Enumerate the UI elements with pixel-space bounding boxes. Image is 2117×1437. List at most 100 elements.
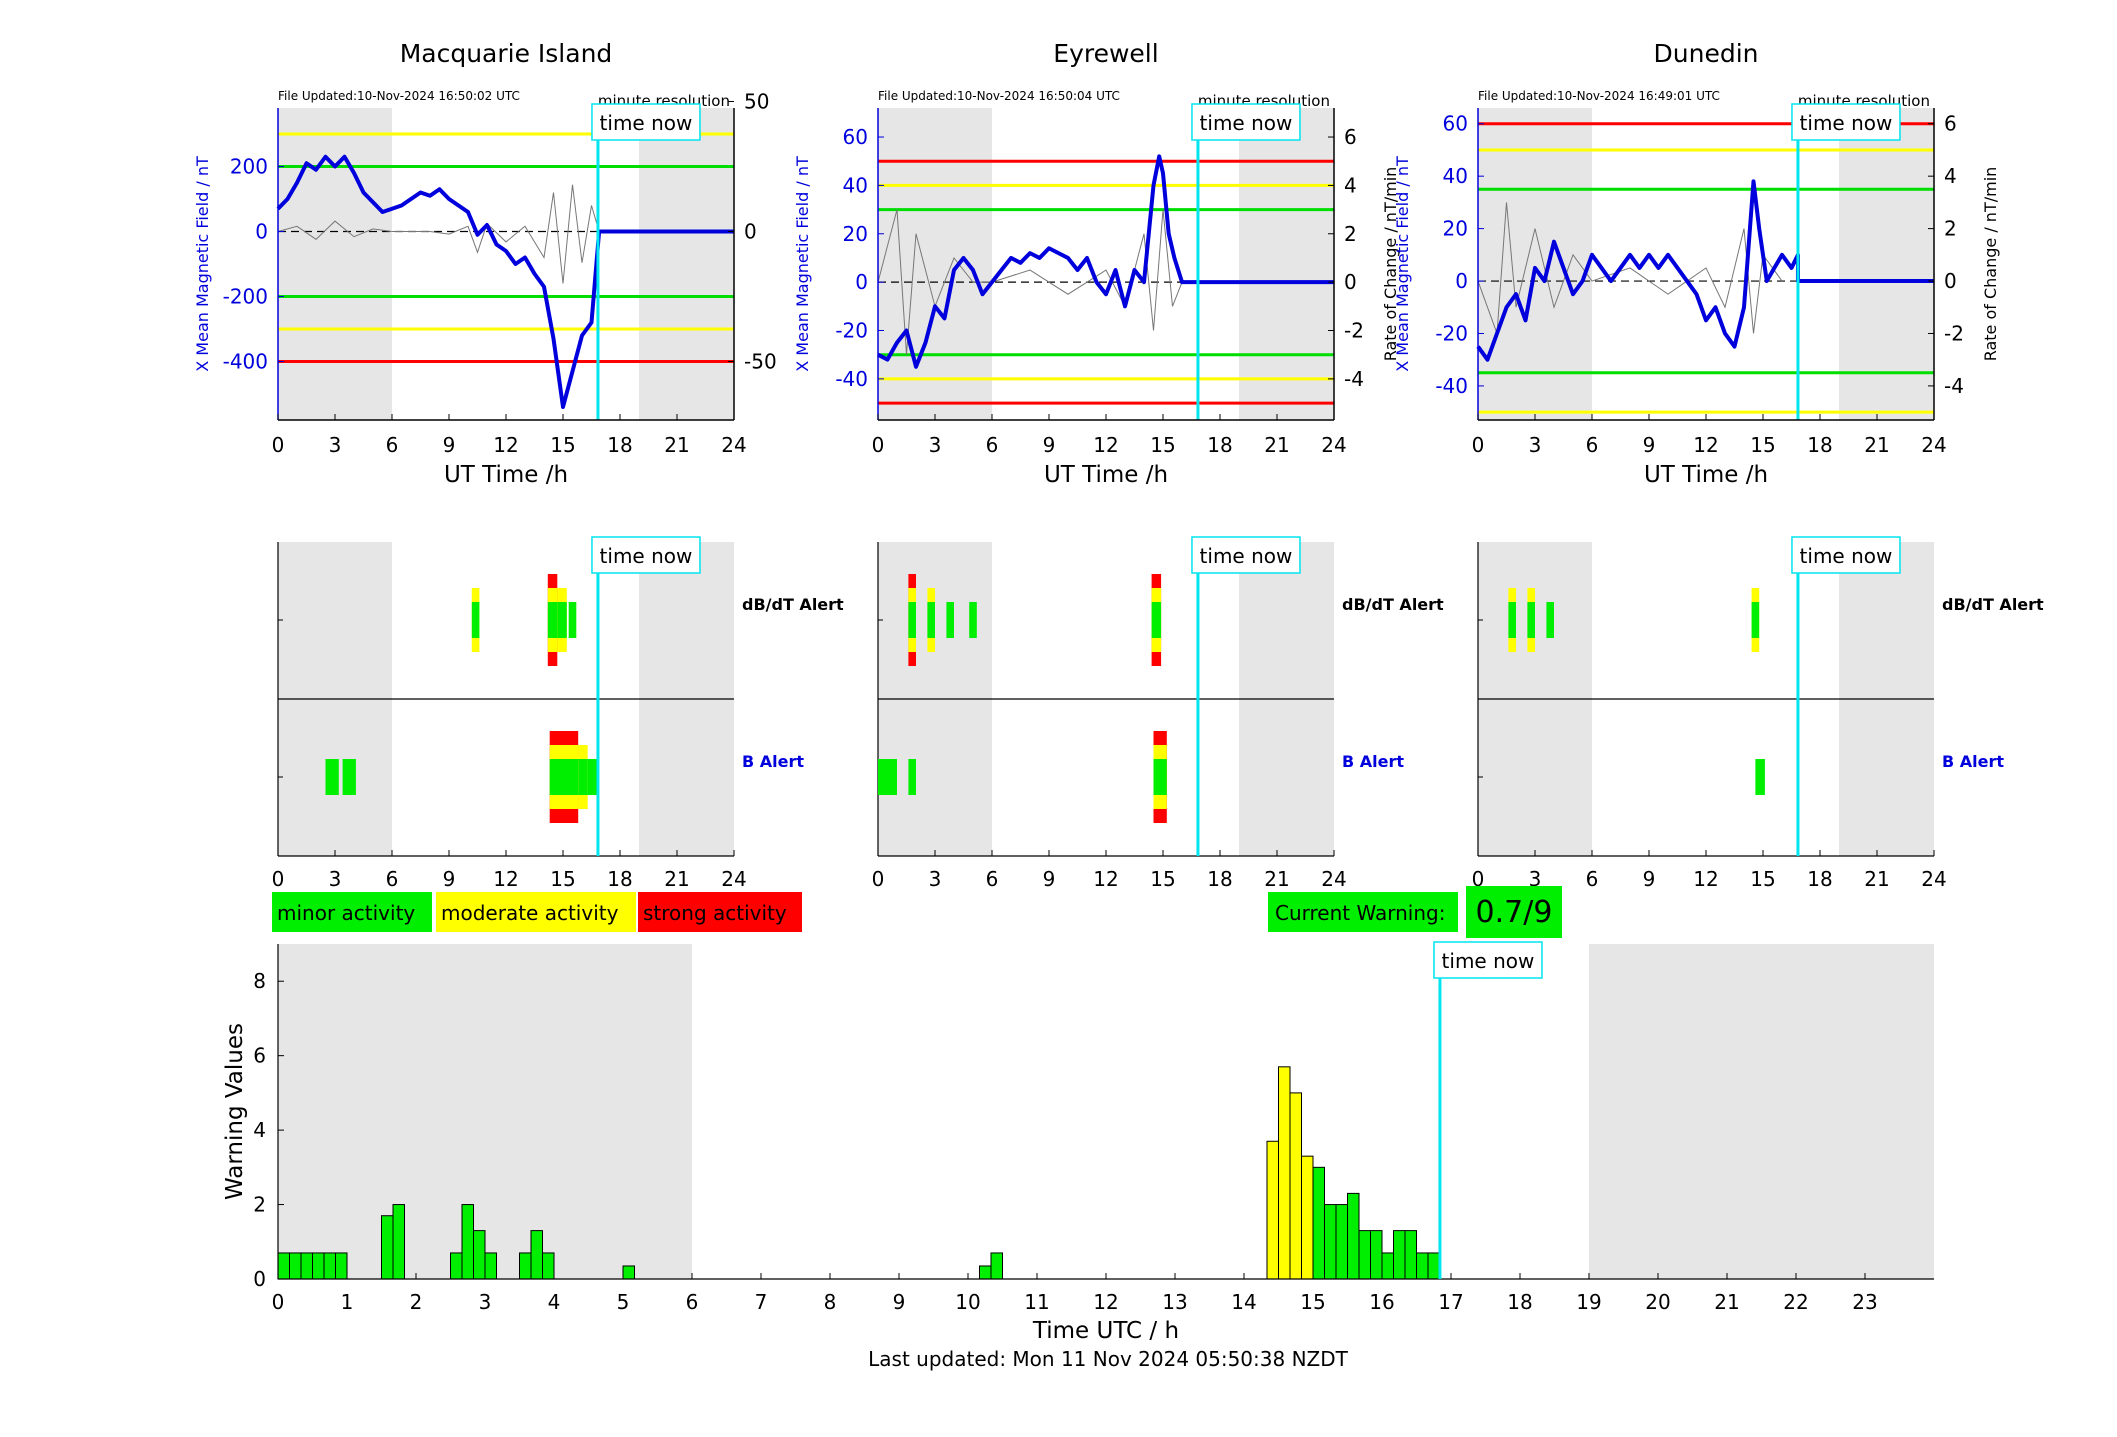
right-tick-label: -50 <box>744 350 777 374</box>
alert-x-tick-label: 0 <box>872 867 885 891</box>
warning-bar <box>472 1230 486 1280</box>
left-tick-label: 0 <box>855 270 868 294</box>
rate-of-change-series <box>877 209 1183 355</box>
x-tick-label: 9 <box>443 433 456 457</box>
current-warning-value: 0.7/9 <box>1476 895 1553 930</box>
left-tick-label: -200 <box>223 285 268 309</box>
chart-x-tick-label: 12 <box>1093 1290 1118 1314</box>
last-updated-text: Last updated: Mon 11 Nov 2024 05:50:38 N… <box>868 1347 1349 1371</box>
chart-x-tick-label: 6 <box>686 1290 699 1314</box>
time-now-label: time now <box>600 111 693 135</box>
chart-time-now-box <box>1433 941 1543 979</box>
warning-bar <box>484 1252 498 1280</box>
chart-x-tick-label: 1 <box>341 1290 354 1314</box>
chart-night-shading <box>1589 944 1934 1279</box>
right-tick-label: 50 <box>744 90 769 114</box>
b-alert-label: B Alert <box>1942 752 2004 771</box>
b-alert-label: B Alert <box>742 752 804 771</box>
warning-bar <box>519 1252 532 1280</box>
x-axis-label: UT Time /h <box>1644 462 1768 488</box>
right-tick-label: -2 <box>1944 321 1964 345</box>
alert-time-now-box <box>1791 536 1901 574</box>
x-axis-label: UT Time /h <box>444 462 568 488</box>
alert-time-now-box <box>1191 536 1301 574</box>
right-tick-label: 0 <box>1944 269 1957 293</box>
alert-x-tick-label: 12 <box>1693 867 1718 891</box>
warning-bar <box>381 1215 394 1280</box>
x-tick-label: 12 <box>493 433 518 457</box>
current-warning-label-box <box>1268 892 1458 932</box>
x-tick-label: 24 <box>1321 433 1346 457</box>
alert-x-tick-label: 21 <box>664 867 689 891</box>
chart-x-tick-label: 5 <box>617 1290 630 1314</box>
b-alert-block <box>1755 759 1765 795</box>
time-now-box <box>1191 103 1301 141</box>
alert-x-tick-label: 24 <box>1321 867 1346 891</box>
right-tick-label: 0 <box>1344 270 1357 294</box>
chart-x-tick-label: 7 <box>755 1290 768 1314</box>
b-alert-block <box>325 759 339 795</box>
current-warning-value-box <box>1466 886 1562 938</box>
b-alert-block <box>342 759 356 795</box>
chart-x-tick-label: 8 <box>824 1290 837 1314</box>
warning-bar <box>1381 1252 1395 1280</box>
alert-time-now-box <box>591 536 701 574</box>
left-tick-label: -400 <box>223 350 268 374</box>
x-tick-label: 18 <box>1807 433 1832 457</box>
alert-x-tick-label: 0 <box>272 867 285 891</box>
station-1: Eyrewell File Updated:10-Nov-2024 16:50:0… <box>793 39 1444 891</box>
dbdt-alert-block <box>557 602 567 638</box>
current-warning-label: Current Warning: <box>1275 901 1445 925</box>
station-0: Macquarie Island File Updated:10-Nov-2024… <box>193 39 844 891</box>
alert-x-tick-label: 6 <box>1586 867 1599 891</box>
left-tick-label: 60 <box>1443 112 1468 136</box>
b-alert-block <box>587 759 598 795</box>
alert-x-tick-label: 18 <box>607 867 632 891</box>
alert-x-tick-label: 15 <box>1750 867 1775 891</box>
chart-x-tick-label: 10 <box>955 1290 980 1314</box>
warning-bar <box>461 1204 475 1280</box>
night-shading <box>1839 108 1934 420</box>
right-tick-label: 6 <box>1944 112 1957 136</box>
warning-bar <box>323 1252 337 1280</box>
chart-y-axis-label: Warning Values <box>222 1023 248 1200</box>
dbdt-alert-block <box>908 602 916 638</box>
alert-x-tick-label: 6 <box>386 867 399 891</box>
time-now-box <box>591 103 701 141</box>
night-shading <box>278 108 392 420</box>
b-alert-label: B Alert <box>1342 752 1404 771</box>
warning-bar <box>1335 1204 1348 1280</box>
left-tick-label: 20 <box>843 222 868 246</box>
dbdt-alert-block <box>969 602 977 638</box>
warning-bar <box>1416 1252 1429 1280</box>
left-tick-label: 40 <box>843 173 868 197</box>
warning-bar <box>1404 1230 1417 1280</box>
warning-bar <box>1358 1230 1372 1280</box>
right-tick-label: 4 <box>1344 173 1357 197</box>
x-tick-label: 24 <box>1921 433 1946 457</box>
chart-x-tick-label: 13 <box>1162 1290 1187 1314</box>
alert-x-tick-label: 9 <box>1643 867 1656 891</box>
alert-x-tick-label: 12 <box>493 867 518 891</box>
legend-label: minor activity <box>277 901 415 925</box>
x-tick-label: 21 <box>1264 433 1289 457</box>
chart-time-now-label: time now <box>1442 949 1535 973</box>
warning-bar <box>334 1252 348 1280</box>
x-tick-label: 3 <box>1529 433 1542 457</box>
dbdt-alert-block <box>1527 602 1535 638</box>
chart-x-axis-label: Time UTC / h <box>1032 1318 1179 1344</box>
x-tick-label: 15 <box>1750 433 1775 457</box>
alert-x-tick-label: 24 <box>1921 867 1946 891</box>
alert-x-tick-label: 3 <box>1529 867 1542 891</box>
left-tick-label: 200 <box>230 155 268 179</box>
left-tick-label: 0 <box>255 220 268 244</box>
chart-x-tick-label: 3 <box>479 1290 492 1314</box>
x-tick-label: 24 <box>721 433 746 457</box>
right-y-label: Rate of Change / nT/min <box>1381 167 1400 362</box>
x-axis-label: UT Time /h <box>1044 462 1168 488</box>
warning-bar <box>530 1230 544 1280</box>
chart-x-tick-label: 15 <box>1300 1290 1325 1314</box>
x-tick-label: 18 <box>607 433 632 457</box>
chart-x-tick-label: 2 <box>410 1290 423 1314</box>
x-tick-label: 9 <box>1643 433 1656 457</box>
